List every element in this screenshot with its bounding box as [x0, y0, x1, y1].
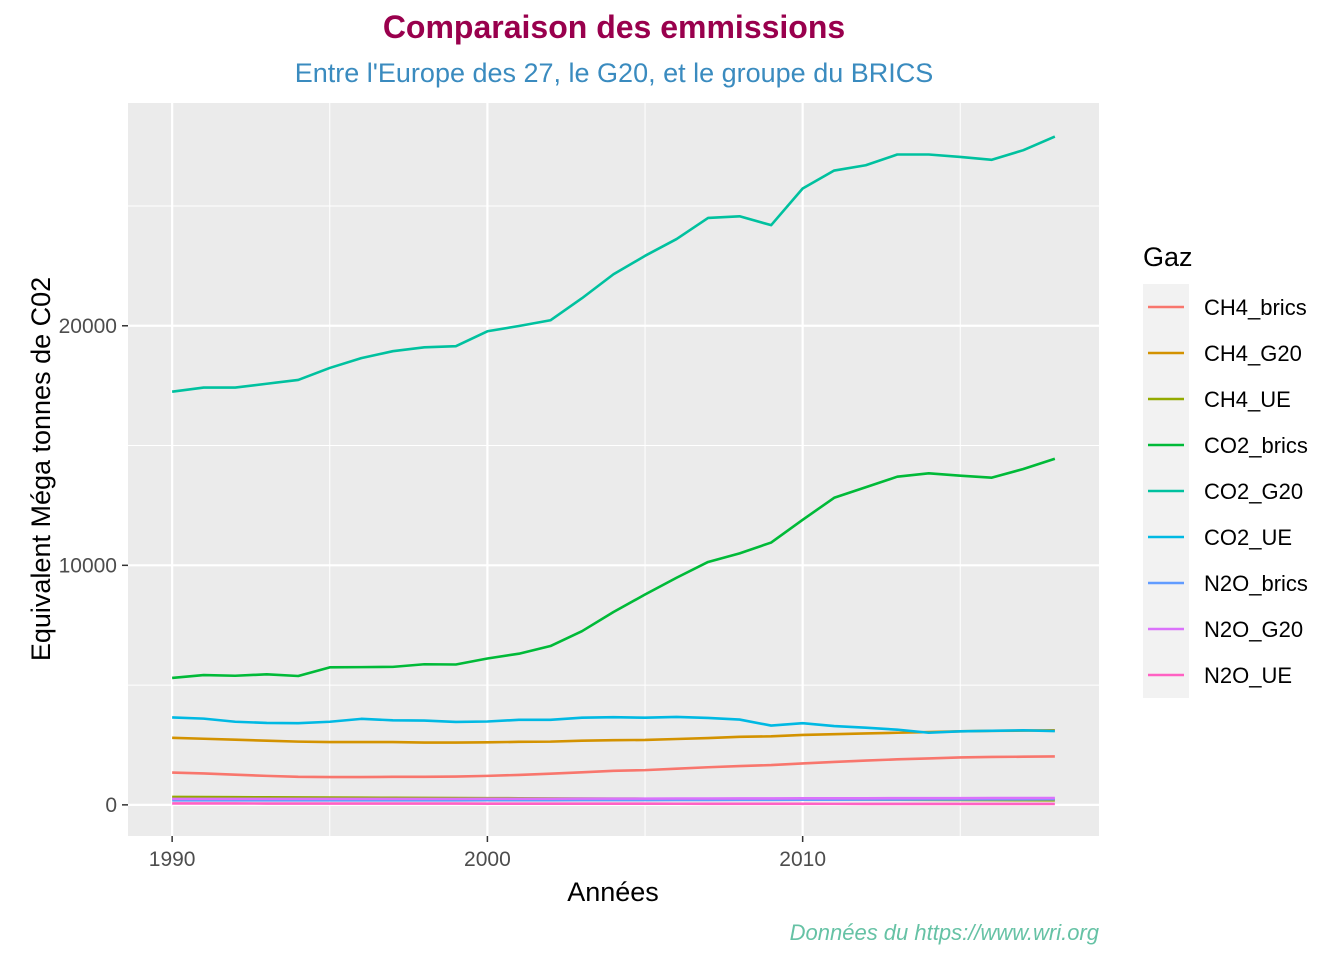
series-line-co2-brics	[172, 457, 1056, 680]
series-line-co2-g20	[171, 135, 1056, 393]
legend-label-co2-ue: CO2_UE	[1204, 525, 1292, 550]
y-tick-label: 0	[105, 794, 117, 817]
axis-ticks: 1990 2000 2010 0 10000 20000	[59, 315, 826, 871]
chart-subtitle: Entre l'Europe des 27, le G20, et le gro…	[295, 58, 934, 88]
chart-caption: Données du https://www.wri.org	[790, 920, 1100, 945]
legend-label-ch4-brics: CH4_brics	[1204, 295, 1307, 320]
y-axis-title: Equivalent Méga tonnes de C02	[26, 277, 56, 661]
series-line-ch4-brics	[172, 755, 1055, 779]
legend-label-ch4-ue: CH4_UE	[1204, 387, 1291, 412]
legend: CH4_brics CH4_G20 CH4_UE CO2_brics CO2_G20 CO…	[1148, 295, 1308, 688]
legend-label-n2o-brics: N2O_brics	[1204, 571, 1308, 596]
legend-label-co2-g20: CO2_G20	[1204, 479, 1303, 504]
x-tick-label: 1990	[149, 848, 196, 871]
plot-panel	[128, 103, 1099, 836]
chart-title: Comparaison des emmissions	[383, 9, 845, 45]
legend-label-ch4-g20: CH4_G20	[1204, 341, 1302, 366]
y-tick-label: 10000	[59, 554, 117, 577]
legend-label-n2o-g20: N2O_G20	[1204, 617, 1303, 642]
series-line-n2o-g20	[172, 796, 1055, 801]
x-tick-label: 2000	[464, 848, 511, 871]
legend-title: Gaz	[1143, 242, 1193, 272]
series-lines	[171, 135, 1056, 806]
legend-label-co2-brics: CO2_brics	[1204, 433, 1308, 458]
legend-label-n2o-ue: N2O_UE	[1204, 663, 1292, 688]
series-line-n2o-ue	[172, 802, 1055, 806]
series-line-n2o-brics	[172, 797, 1055, 802]
x-tick-label: 2010	[779, 848, 826, 871]
series-line-ch4-g20	[172, 729, 1055, 744]
grid-lines	[128, 103, 1099, 836]
y-tick-label: 20000	[59, 315, 117, 338]
x-axis-title: Années	[567, 877, 659, 907]
series-line-co2-ue	[172, 715, 1055, 735]
